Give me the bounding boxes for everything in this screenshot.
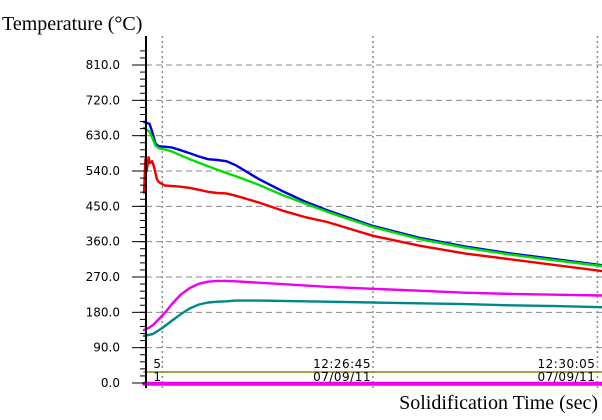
y-tick-label: 810.0 [86,58,120,72]
y-tick-label: 630.0 [86,129,120,143]
y-axis-label: Temperature (°C) [2,13,142,35]
y-tick-label: 360.0 [86,235,120,249]
series-line-1 [142,126,602,268]
y-tick-label: 450.0 [86,199,120,213]
x-marker-label: 12:26:45 [313,357,371,371]
y-tick-label: 0.0 [101,376,120,390]
x-marker-label: 1 [153,370,161,384]
x-marker-label: 12:30:05 [538,357,596,371]
series-line-4 [142,299,602,338]
x-marker-label: 5 [153,357,161,371]
grid-layer [146,36,602,388]
y-tick-label: 720.0 [86,93,120,107]
y-tick-label: 180.0 [86,305,120,319]
series-line-3 [142,279,602,332]
x-axis-label: Solidification Time (sec) [399,392,598,414]
x-marker-label: 07/09/11 [313,370,371,384]
x-marker-label: 07/09/11 [538,370,596,384]
series-layer [142,120,602,386]
y-tick-label: 540.0 [86,164,120,178]
y-tick-label: 90.0 [93,341,120,355]
y-tick-label: 270.0 [86,270,120,284]
y-axis: 0.0 90.0 180.0 270.0 360.0 450.0 540.0 630.0 720… [86,36,147,390]
series-line-2 [142,156,602,273]
